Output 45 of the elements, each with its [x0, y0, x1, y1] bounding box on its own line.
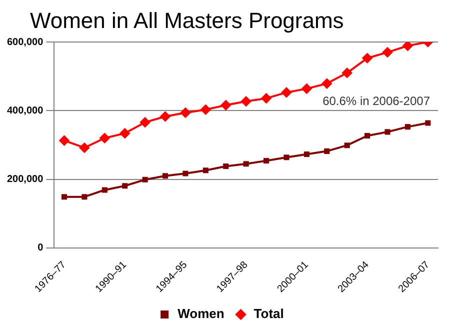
point — [140, 117, 150, 128]
y-tick-label: 200,000 — [6, 174, 44, 186]
legend-label: Women — [178, 306, 224, 322]
y-tick-label: 400,000 — [6, 105, 44, 116]
point — [102, 187, 108, 193]
point — [243, 161, 249, 167]
point — [82, 194, 88, 200]
point — [284, 154, 290, 160]
point — [322, 78, 332, 89]
point — [142, 176, 148, 182]
point — [241, 96, 252, 106]
y-tick-label: 0 — [38, 242, 44, 254]
point — [202, 168, 208, 174]
point — [162, 173, 168, 179]
point — [182, 170, 188, 176]
point — [122, 183, 128, 189]
point — [220, 100, 231, 110]
point — [200, 104, 211, 115]
point — [79, 142, 90, 153]
point — [264, 158, 270, 164]
point — [382, 47, 392, 58]
point — [402, 42, 413, 51]
point — [425, 120, 431, 126]
y-tick-label: 600,000 — [6, 36, 44, 48]
point — [281, 87, 292, 98]
legend-label: Total — [254, 306, 284, 322]
point — [302, 84, 312, 94]
point — [160, 112, 170, 122]
point — [120, 128, 130, 138]
point — [342, 68, 352, 78]
point — [59, 136, 70, 146]
point — [384, 129, 390, 135]
point — [362, 53, 372, 64]
point — [223, 164, 229, 170]
point — [180, 108, 190, 118]
point — [324, 148, 330, 154]
point — [364, 132, 370, 138]
chart-title: Women in All Masters Programs — [30, 8, 344, 34]
point — [304, 151, 310, 158]
point — [261, 93, 272, 104]
point — [344, 142, 350, 148]
annotation: 60.6% in 2006-2007 — [322, 94, 430, 108]
point — [404, 124, 410, 130]
point — [100, 133, 110, 144]
point — [61, 194, 68, 200]
